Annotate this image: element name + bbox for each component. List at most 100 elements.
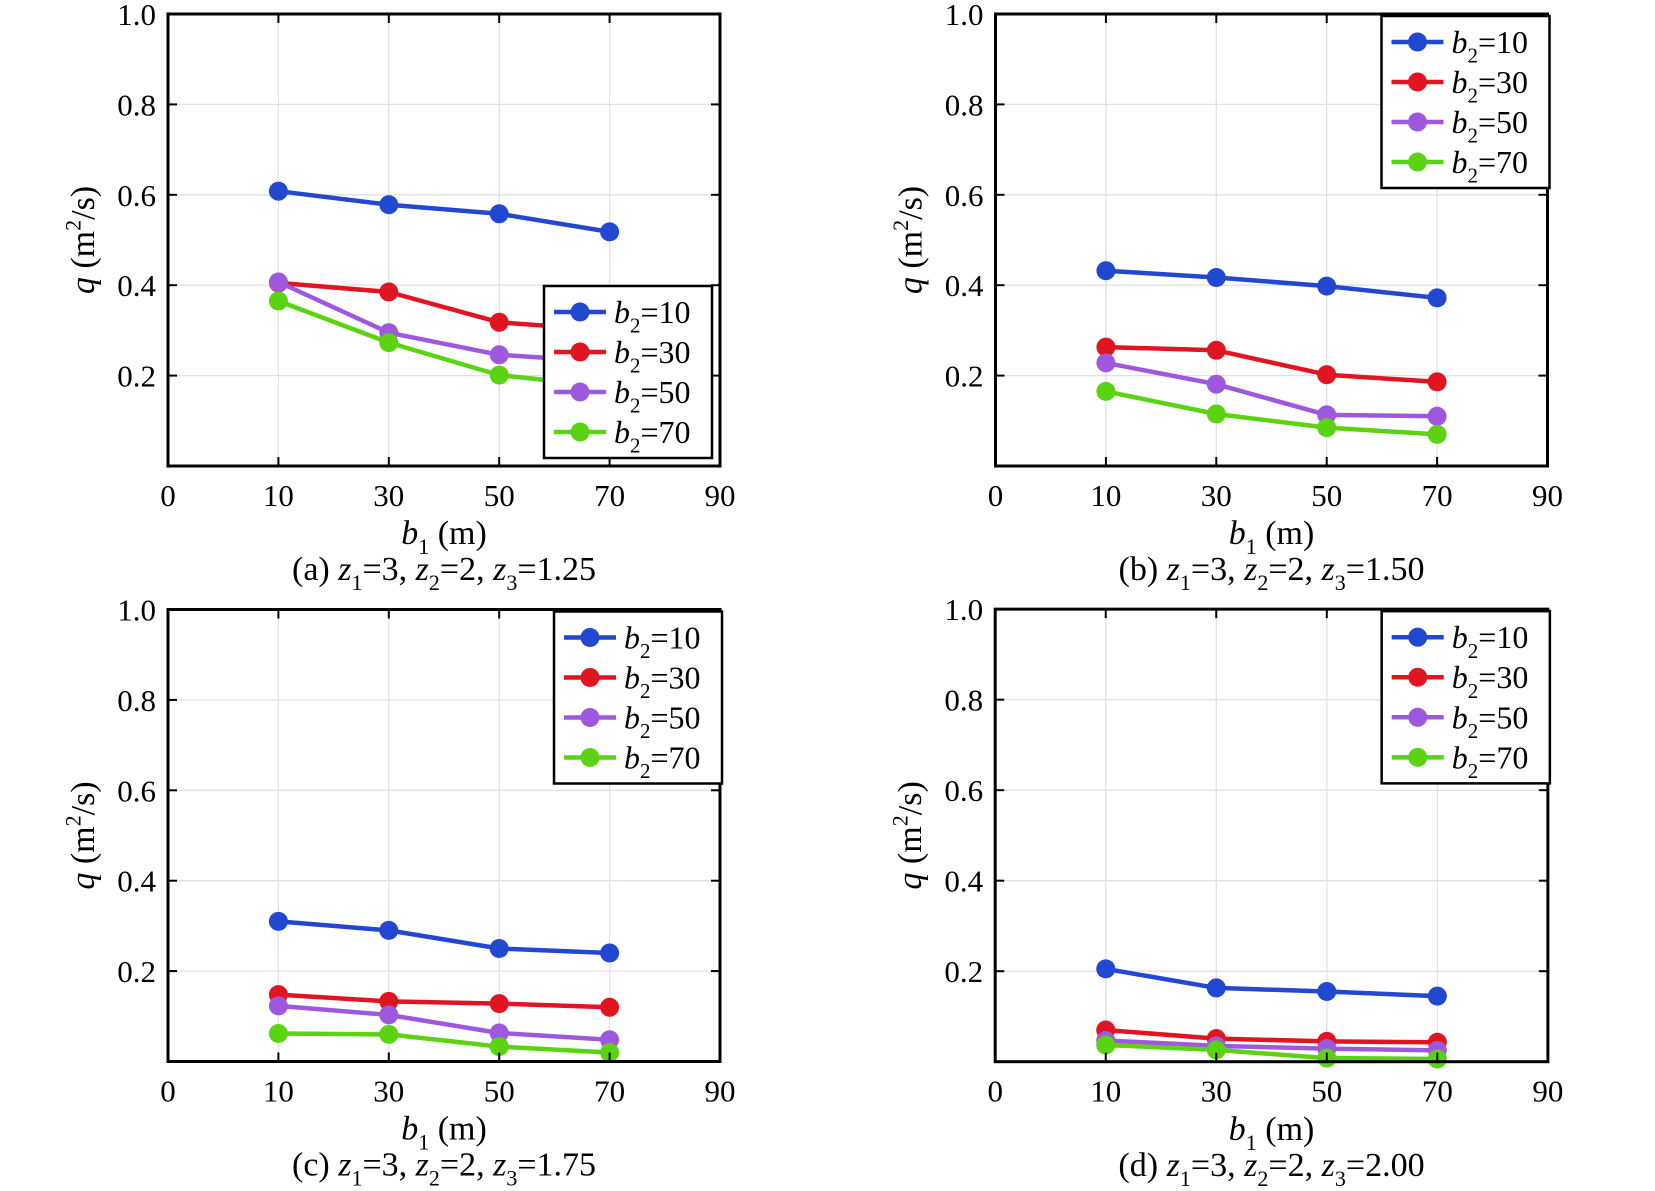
legend-entry-label: b2=10 [1452,619,1529,663]
x-tick-label: 70 [594,1074,625,1109]
data-point-marker [379,195,399,215]
y-tick-label: 0.2 [117,954,156,989]
legend-entry: b2=30 [564,660,701,704]
series-line [276,188,612,235]
x-tick-label: 30 [1201,478,1232,513]
data-point-marker [379,991,399,1011]
series-b-2-10 [1096,261,1447,308]
y-tick-label: 0.8 [117,87,156,122]
legend-sample-marker [580,748,600,767]
legend-entry: b2=70 [554,414,691,458]
x-tick-label: 30 [373,478,404,513]
chart-caption: (b) z1=3, z2=2, z3=1.50 [1119,551,1425,595]
data-point-marker [268,996,288,1016]
data-point-marker [1096,337,1116,357]
y-tick-label: 1.0 [117,0,156,32]
series-line [276,1031,612,1055]
y-tick-label: 0.6 [117,178,156,213]
x-tick-labels: 0 10 30 50 70 90 [988,478,1563,513]
x-tick-label: 0 [987,1074,1003,1109]
data-point-marker [489,994,509,1014]
legend-sample-marker [1408,72,1427,92]
x-axis-label: b1 (m) [401,1111,487,1155]
y-tick-label: 0.2 [117,359,156,394]
data-point-marker [268,181,288,201]
x-axis-label: b1 (m) [1229,1111,1315,1155]
x-tick-label: 70 [1422,478,1453,513]
y-tick-labels: 0.2 0.4 0.6 0.8 1.0 [945,0,984,394]
legend-sample-marker [580,708,600,727]
x-axis-label: b1 (m) [401,515,487,559]
data-point-marker [1317,365,1337,385]
y-tick-labels: 0.2 0.4 0.6 0.8 1.0 [117,595,156,989]
legend-entry-label: b2=70 [1452,739,1529,783]
x-tick-label: 10 [1090,1074,1121,1109]
y-tick-label: 1.0 [117,595,156,628]
data-point-marker [1206,340,1226,360]
legend-entry-label: b2=70 [1452,144,1529,188]
x-axis-label: b1 (m) [1229,515,1315,559]
y-tick-label: 0.8 [944,683,983,718]
x-tick-labels: 0 10 30 50 70 90 [160,478,735,513]
series-b-2-10 [268,911,620,963]
data-point-marker [1427,424,1447,444]
x-tick-label: 0 [988,478,1004,513]
legend-entry: b2=50 [1391,104,1528,148]
data-point-marker [1427,372,1447,392]
y-tick-label: 0.4 [117,268,156,303]
data-point-marker [1206,978,1226,998]
data-point-marker [1096,1035,1116,1055]
data-point-marker [1096,353,1116,373]
series-b-2-50 [268,996,620,1050]
chart-cell-b: 0.2 0.4 0.6 0.8 1.0 0 10 30 50 70 90 b1 (m) q (m2/s)… [827,0,1655,595]
legend-entry-label: b2=30 [1452,64,1529,108]
data-point-marker [489,204,509,224]
series-line [1103,1038,1440,1053]
x-tick-label: 0 [160,478,176,513]
series-line [1103,389,1440,437]
series-b-2-70 [1096,381,1447,444]
data-point-marker [489,312,509,332]
y-tick-label: 0.6 [944,773,983,808]
legend-entry-label: b2=70 [624,740,701,784]
legend-entry: b2=30 [554,334,691,378]
y-tick-label: 0.2 [945,359,984,394]
legend-sample-marker [570,382,590,402]
data-point-marker [1317,276,1337,296]
chart-a: 0.2 0.4 0.6 0.8 1.0 0 10 30 50 70 90 b1 (m) q (m2/s)… [60,0,735,595]
data-point-marker [379,1024,399,1044]
data-point-marker [268,291,288,311]
data-point-marker [489,1023,509,1043]
data-point-marker [1206,374,1226,394]
gridlines [168,14,720,466]
x-tick-label: 10 [1090,478,1121,513]
legend-entry: b2=70 [564,740,701,784]
series-b-2-30 [268,985,620,1017]
legend-sample-marker [1408,747,1428,767]
legend-sample-marker [1408,32,1427,52]
x-tick-labels: 0 10 30 50 70 90 [987,1074,1563,1109]
data-point-marker [1206,268,1226,287]
x-tick-label: 0 [160,1074,176,1109]
legend-sample-marker [1408,667,1428,687]
legend-entry-label: b2=30 [624,660,701,704]
data-point-marker [379,1005,399,1025]
legend-sample-marker [570,422,590,442]
y-axis-label: q (m2/s) [888,186,930,294]
legend-entry: b2=10 [1391,24,1528,68]
y-tick-label: 0.6 [945,178,984,213]
data-point-marker [268,911,288,931]
y-tick-label: 0.6 [117,773,156,808]
legend-entry: b2=50 [554,374,691,418]
data-point-marker [379,920,399,940]
chart-cell-c: 0.2 0.4 0.6 0.8 1.0 0 10 30 50 70 90 b1 (m) q (m2/s)… [0,595,827,1191]
x-tick-label: 70 [594,478,625,513]
y-tick-label: 1.0 [945,0,984,32]
legend-entry-label: b2=30 [614,334,691,378]
chart-d: 0.2 0.4 0.6 0.8 1.0 0 10 30 50 70 90 b1 (m) q (m2/s)… [887,595,1563,1191]
legend-entry: b2=10 [564,620,701,663]
data-point-marker [489,939,509,958]
